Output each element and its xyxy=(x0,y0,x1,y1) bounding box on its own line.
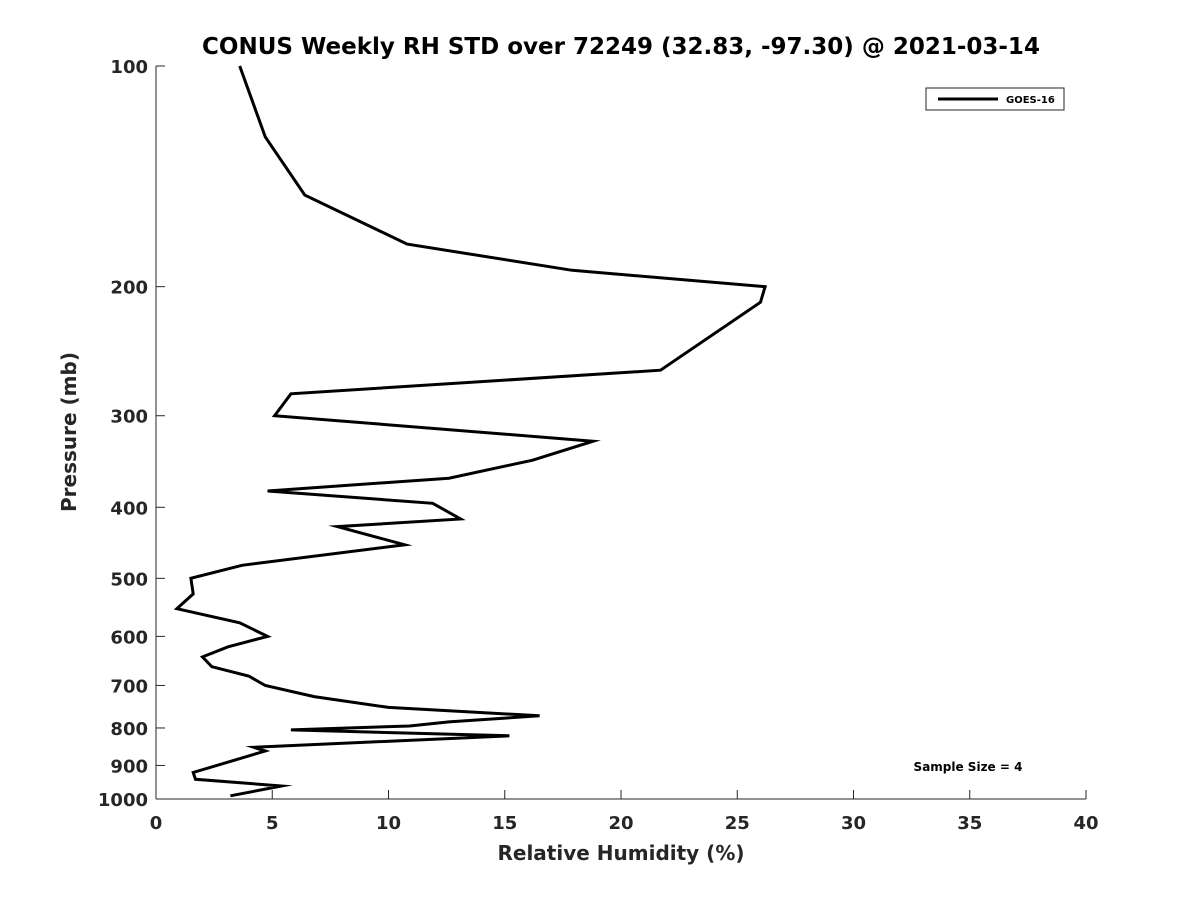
y-tick-label: 700 xyxy=(110,676,148,697)
y-tick-label: 300 xyxy=(110,407,148,428)
legend-label: GOES-16 xyxy=(1006,95,1055,106)
x-ticks: 0 5 10 15 20 25 30 35 40 xyxy=(150,790,1099,834)
axes xyxy=(155,66,1086,800)
x-tick-label: 40 xyxy=(1073,813,1098,834)
x-tick-label: 35 xyxy=(957,813,982,834)
y-ticks: 100 200 300 400 500 600 700 800 900 1000 xyxy=(98,57,165,811)
y-tick-label: 500 xyxy=(110,569,148,590)
x-tick-label: 15 xyxy=(492,813,517,834)
y-axis-label: Pressure (mb) xyxy=(57,352,81,512)
sample-size-annotation: Sample Size = 4 xyxy=(914,760,1023,774)
y-tick-label: 200 xyxy=(110,278,148,299)
y-tick-label: 1000 xyxy=(98,790,148,811)
y-tick-label: 400 xyxy=(110,498,148,519)
chart-title: CONUS Weekly RH STD over 72249 (32.83, -… xyxy=(202,34,1040,60)
y-tick-label: 100 xyxy=(110,57,148,78)
legend: GOES-16 xyxy=(925,87,1065,111)
x-tick-label: 0 xyxy=(150,813,163,834)
y-tick-label: 900 xyxy=(110,756,148,777)
x-tick-label: 20 xyxy=(608,813,633,834)
y-tick-label: 600 xyxy=(110,627,148,648)
x-tick-label: 10 xyxy=(376,813,401,834)
x-tick-label: 25 xyxy=(725,813,750,834)
x-axis-label: Relative Humidity (%) xyxy=(497,841,744,865)
x-tick-label: 30 xyxy=(841,813,866,834)
x-tick-label: 5 xyxy=(266,813,279,834)
y-tick-label: 800 xyxy=(110,719,148,740)
series-layer xyxy=(173,65,768,798)
series-line-goes-16 xyxy=(173,65,768,798)
